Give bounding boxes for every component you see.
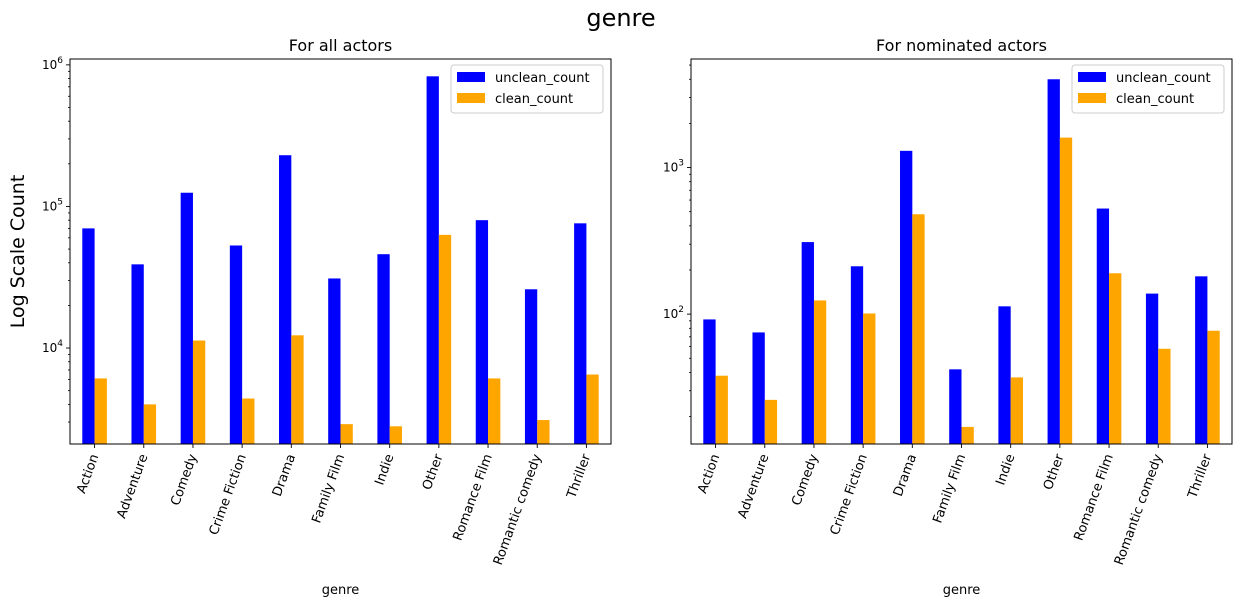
x-axis-label: genre	[943, 583, 981, 598]
chart-title: For all actors	[289, 36, 392, 55]
bar-clean-5	[961, 426, 974, 444]
bar-unclean-8	[475, 220, 489, 444]
bar-unclean-1	[752, 332, 765, 444]
bar-clean-10	[586, 374, 599, 444]
bar-unclean-7	[426, 76, 439, 444]
legend-label-unclean: unclean_count	[1116, 71, 1211, 86]
bar-unclean-10	[574, 223, 587, 444]
x-tick-label: Romance Film	[451, 452, 496, 543]
bar-clean-9	[1158, 348, 1171, 444]
x-tick-label: Crime Fiction	[207, 452, 250, 537]
chart-title: For nominated actors	[876, 36, 1047, 55]
legend-label-clean: clean_count	[1116, 92, 1194, 107]
x-tick-label: Adventure	[735, 452, 772, 520]
bar-unclean-4	[279, 155, 292, 445]
bar-unclean-6	[377, 254, 390, 444]
y-tick-label: 103	[663, 159, 684, 175]
x-tick-label: Romantic comedy	[1112, 452, 1166, 567]
y-tick-label: 104	[42, 339, 63, 355]
x-tick-label: Adventure	[114, 452, 151, 520]
bar-clean-7	[1059, 137, 1073, 445]
x-tick-label: Drama	[270, 452, 299, 498]
bar-clean-8	[488, 378, 501, 444]
bar-clean-8	[1109, 273, 1122, 444]
x-tick-label: Family Film	[309, 452, 348, 525]
legend-swatch-unclean	[1078, 72, 1106, 82]
y-tick-label: 105	[42, 197, 63, 213]
x-tick-label: Indie	[993, 452, 1018, 487]
bar-unclean-7	[1047, 79, 1060, 445]
bar-unclean-3	[850, 266, 864, 444]
bar-unclean-5	[328, 278, 341, 444]
bar-unclean-2	[180, 192, 193, 444]
x-tick-label: Action	[74, 452, 102, 495]
bar-clean-0	[94, 378, 107, 444]
bar-clean-1	[143, 404, 157, 444]
bar-unclean-0	[82, 228, 95, 444]
bar-clean-6	[389, 426, 402, 444]
bar-unclean-4	[900, 150, 913, 444]
x-tick-label: Action	[695, 452, 723, 495]
bar-unclean-9	[1145, 293, 1159, 444]
chart-panel-all-actors: 104 105 106 Action Adventure Comedy Crime Fict…	[7, 36, 612, 598]
bar-clean-0	[715, 375, 728, 444]
bar-clean-2	[813, 300, 827, 444]
legend-label-unclean: unclean_count	[495, 71, 590, 86]
legend-swatch-clean	[1078, 93, 1106, 103]
bar-unclean-9	[524, 289, 538, 444]
bar-clean-7	[438, 234, 452, 444]
bar-clean-9	[537, 420, 550, 444]
x-tick-label: Romance Film	[1072, 452, 1117, 543]
bar-unclean-8	[1096, 208, 1110, 444]
x-tick-label: Thriller	[564, 452, 594, 502]
x-axis-label: genre	[322, 583, 360, 598]
bar-clean-4	[912, 214, 925, 444]
bar-unclean-6	[998, 306, 1011, 444]
x-tick-label: Indie	[372, 452, 397, 487]
x-tick-label: Comedy	[168, 452, 201, 508]
x-tick-label: Drama	[891, 452, 920, 498]
y-axis-label: Log Scale Count	[7, 175, 29, 329]
axes-frame	[69, 58, 612, 445]
figure-title: genre	[586, 4, 656, 32]
legend-swatch-unclean	[457, 72, 485, 82]
legend	[1071, 64, 1225, 114]
y-tick-label: 106	[42, 56, 63, 72]
bar-clean-3	[242, 398, 255, 444]
bar-unclean-0	[703, 319, 716, 444]
bar-clean-5	[340, 424, 353, 444]
legend	[450, 64, 604, 114]
bar-unclean-2	[801, 242, 814, 444]
bar-clean-10	[1207, 330, 1220, 444]
bar-clean-2	[192, 340, 206, 444]
x-tick-label: Other	[1041, 452, 1068, 492]
chart-panel-nominated-actors: 102 103 Action Adventure Comedy Crime Fiction…	[663, 36, 1233, 598]
x-tick-label: Other	[420, 452, 447, 492]
x-tick-label: Thriller	[1185, 452, 1215, 502]
y-tick-label: 102	[663, 305, 684, 321]
bar-clean-1	[764, 399, 778, 444]
legend-label-clean: clean_count	[495, 92, 573, 107]
bar-clean-6	[1010, 377, 1023, 444]
bar-clean-4	[291, 335, 304, 444]
x-tick-label: Crime Fiction	[828, 452, 871, 537]
legend-swatch-clean	[457, 93, 485, 103]
bar-unclean-3	[229, 245, 243, 444]
x-tick-label: Comedy	[789, 452, 822, 508]
axes-frame	[690, 58, 1233, 445]
bar-clean-3	[863, 313, 876, 444]
x-tick-label: Romantic comedy	[491, 452, 545, 567]
bar-unclean-1	[131, 264, 144, 444]
x-tick-label: Family Film	[930, 452, 969, 525]
bar-unclean-5	[949, 369, 962, 444]
bar-unclean-10	[1195, 276, 1208, 444]
